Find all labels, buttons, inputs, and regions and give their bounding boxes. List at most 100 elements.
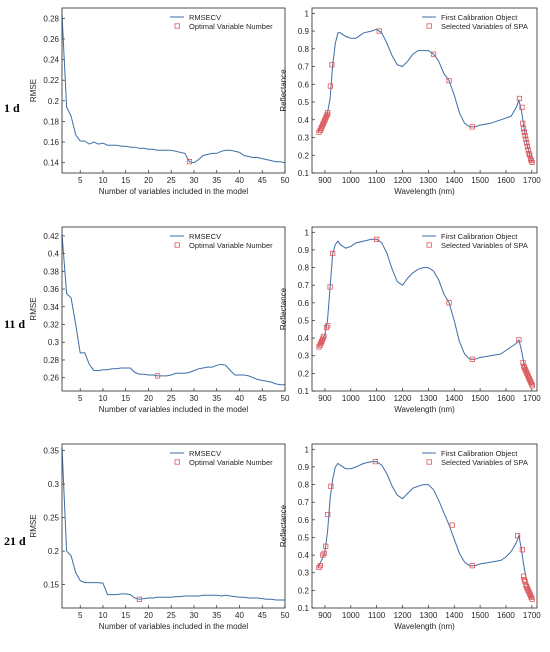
chart-panel: 5 10 15 20 25 30 35 40 45 50 0.14 0.16 0.18 0.2 0.22 0.… bbox=[29, 7, 290, 196]
y-tick-label: 0.6 bbox=[298, 80, 310, 89]
x-tick-label: 25 bbox=[167, 394, 176, 403]
data-point-marker bbox=[329, 62, 335, 68]
y-tick-label: 0.42 bbox=[43, 232, 59, 241]
data-point-marker bbox=[321, 550, 327, 556]
y-tick-label: 0.32 bbox=[43, 321, 59, 330]
y-tick-label: 0.7 bbox=[298, 281, 310, 290]
data-point-marker bbox=[317, 127, 323, 134]
legend-entry-line: First Calibration Object bbox=[441, 13, 518, 22]
x-tick-label: 900 bbox=[318, 176, 332, 185]
x-axis-label: Number of variables included in the mode… bbox=[99, 187, 249, 196]
series-line bbox=[318, 461, 533, 600]
data-point-marker bbox=[520, 126, 527, 132]
data-point-marker bbox=[525, 147, 531, 153]
x-tick-label: 1500 bbox=[471, 394, 489, 403]
y-tick-label: 0.3 bbox=[48, 338, 60, 347]
y-tick-label: 0.3 bbox=[298, 352, 310, 361]
x-tick-label: 1700 bbox=[523, 394, 541, 403]
data-point-marker bbox=[524, 584, 530, 590]
y-tick-label: 0.8 bbox=[298, 481, 310, 490]
row-label: 11 d bbox=[4, 317, 25, 331]
data-point-marker bbox=[524, 143, 531, 149]
data-point-marker bbox=[521, 577, 527, 583]
data-point-marker bbox=[323, 113, 330, 119]
data-point-marker bbox=[446, 300, 452, 306]
y-tick-label: 0.7 bbox=[298, 498, 310, 507]
data-point-marker bbox=[446, 78, 452, 84]
data-point-marker bbox=[520, 120, 526, 126]
y-tick-label: 0.24 bbox=[43, 56, 59, 65]
chart-panel: 5 10 15 20 25 30 35 40 45 50 0.15 0.2 0.25 0.3 0.35 Num… bbox=[29, 443, 290, 631]
x-tick-label: 5 bbox=[78, 394, 83, 403]
data-point-marker bbox=[320, 335, 326, 341]
y-tick-label: 0.9 bbox=[298, 246, 310, 255]
data-point-marker bbox=[528, 157, 534, 164]
data-point-marker bbox=[526, 589, 532, 595]
data-point-marker bbox=[327, 284, 333, 290]
y-tick-label: 0.4 bbox=[298, 551, 310, 560]
x-tick-label: 1000 bbox=[342, 394, 360, 403]
y-axis-label: RMSE bbox=[29, 514, 38, 537]
x-tick-label: 25 bbox=[167, 176, 176, 185]
data-point-marker bbox=[526, 376, 532, 382]
data-point-marker bbox=[327, 83, 333, 89]
x-tick-label: 20 bbox=[144, 611, 153, 620]
y-axis-label: RMSE bbox=[29, 79, 38, 102]
data-point-marker bbox=[523, 369, 529, 375]
x-tick-label: 50 bbox=[281, 394, 290, 403]
y-tick-label: 1 bbox=[305, 228, 310, 237]
x-tick-label: 1400 bbox=[445, 394, 463, 403]
data-point-marker bbox=[325, 110, 331, 116]
y-tick-label: 0.26 bbox=[43, 374, 59, 383]
y-tick-label: 0.1 bbox=[298, 604, 310, 613]
data-point-marker bbox=[318, 339, 325, 345]
y-tick-label: 0.38 bbox=[43, 267, 59, 276]
y-tick-label: 0.8 bbox=[298, 45, 310, 54]
x-axis-label: Wavelength (nm) bbox=[394, 622, 455, 631]
y-axis-label: Reflectance bbox=[279, 287, 288, 330]
y-axis-label: Reflectance bbox=[279, 504, 288, 547]
x-tick-label: 900 bbox=[318, 394, 332, 403]
data-point-marker bbox=[524, 586, 531, 592]
data-point-marker bbox=[318, 340, 324, 346]
legend-entry-marker: Optimal Variable Number bbox=[189, 22, 273, 31]
y-tick-label: 0.2 bbox=[48, 547, 60, 556]
x-axis-label: Number of variables included in the mode… bbox=[99, 622, 249, 631]
legend-entry-line: RMSECV bbox=[189, 449, 221, 458]
series-line bbox=[61, 234, 285, 386]
data-point-marker bbox=[526, 150, 532, 157]
data-point-marker bbox=[321, 118, 327, 125]
x-tick-label: 30 bbox=[190, 611, 199, 620]
y-tick-label: 0.3 bbox=[48, 480, 60, 489]
x-axis-label: Wavelength (nm) bbox=[394, 187, 455, 196]
data-point-marker bbox=[328, 483, 334, 489]
x-tick-label: 1500 bbox=[471, 176, 489, 185]
axes-frame bbox=[61, 443, 286, 609]
chart-panel: 900 1000 1100 1200 1300 1400 1500 1600 1700 0.1 0.… bbox=[279, 7, 541, 196]
plot-area bbox=[62, 444, 285, 608]
data-point-marker bbox=[527, 152, 533, 158]
y-tick-label: 0.5 bbox=[298, 533, 310, 542]
axes-frame bbox=[311, 226, 538, 392]
series-line bbox=[61, 14, 286, 164]
y-tick-label: 0.28 bbox=[43, 14, 59, 23]
data-point-marker bbox=[516, 337, 522, 343]
legend-entry-line: RMSECV bbox=[189, 232, 221, 241]
y-tick-label: 0.34 bbox=[43, 303, 59, 312]
plot-area bbox=[312, 444, 537, 608]
x-tick-label: 20 bbox=[144, 394, 153, 403]
data-point-marker bbox=[374, 236, 380, 242]
x-tick-label: 10 bbox=[99, 611, 108, 620]
legend-marker-swatch bbox=[426, 23, 432, 29]
series-line bbox=[318, 238, 533, 386]
legend-entry-line: First Calibration Object bbox=[441, 449, 518, 458]
y-tick-label: 1 bbox=[305, 445, 310, 454]
x-tick-label: 1100 bbox=[368, 176, 386, 185]
data-point-marker bbox=[528, 594, 534, 601]
data-point-marker bbox=[372, 459, 378, 465]
x-axis-label: Number of variables included in the mode… bbox=[99, 405, 249, 414]
